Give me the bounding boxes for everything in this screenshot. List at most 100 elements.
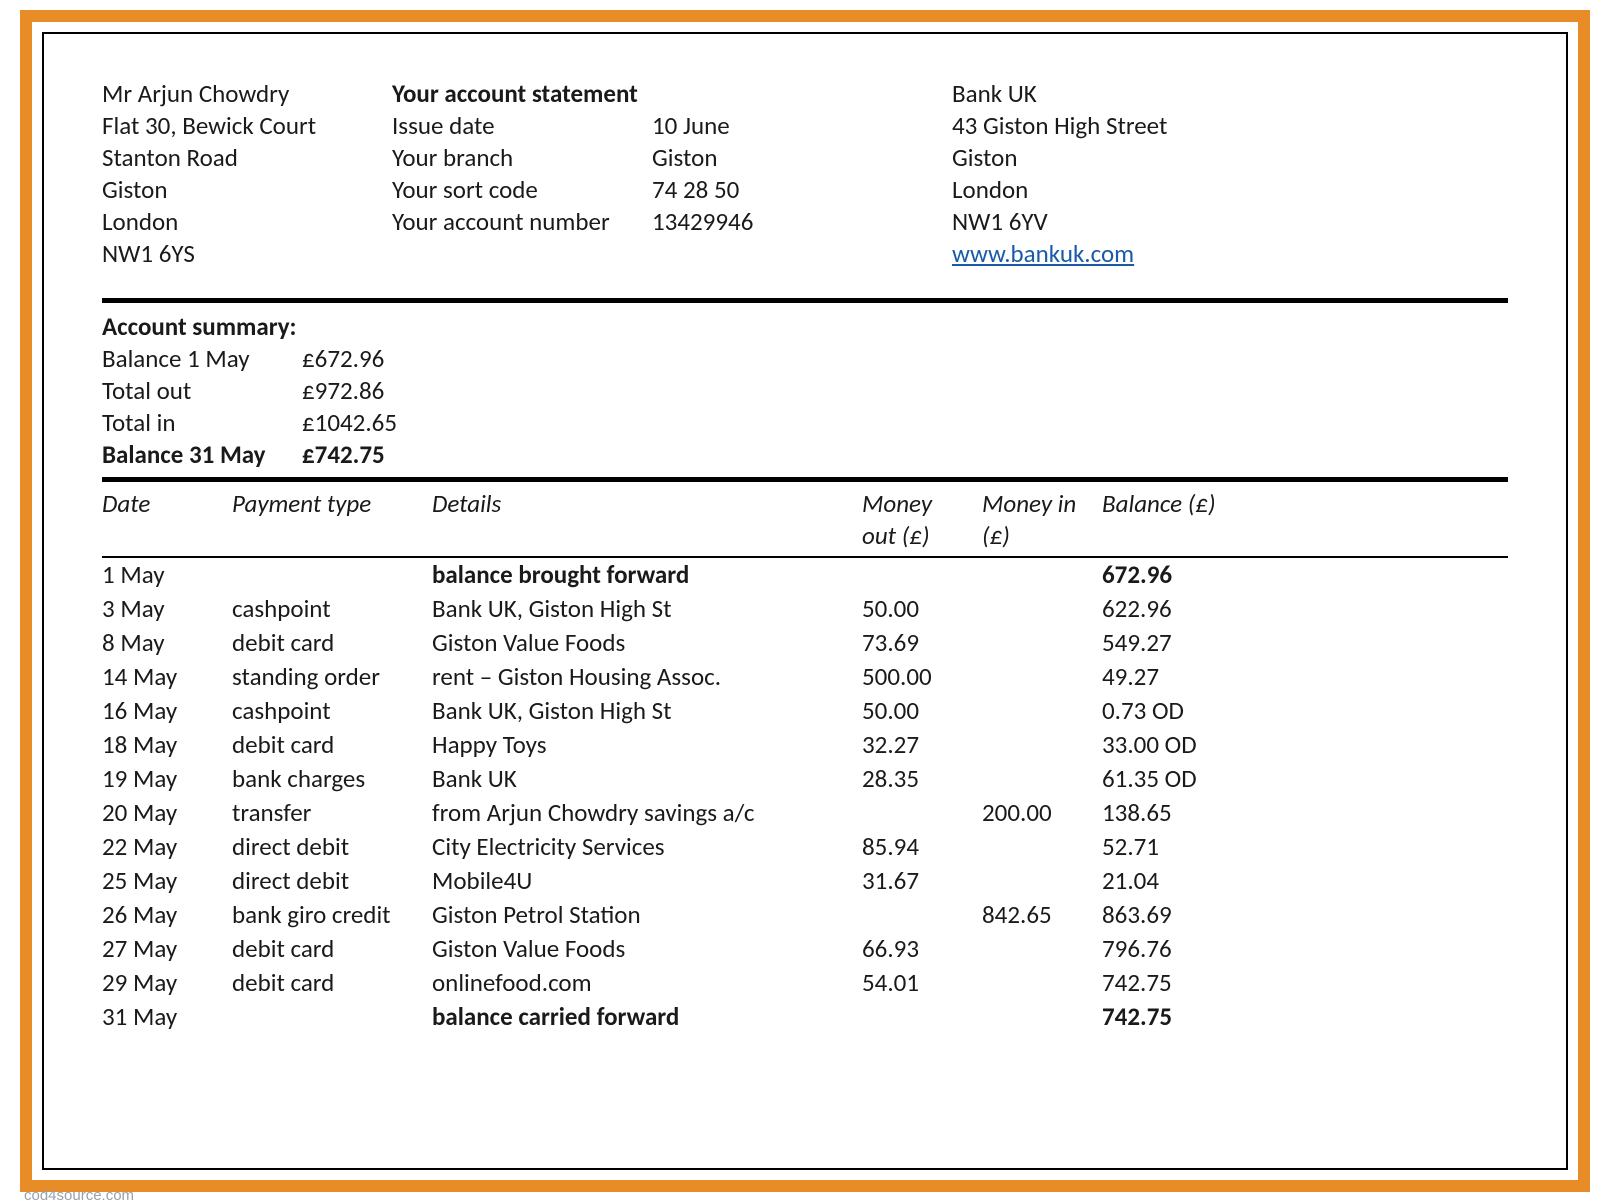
- transaction-row: 16 MaycashpointBank UK, Giston High St50…: [102, 694, 1508, 728]
- tx-date: 3 May: [102, 593, 232, 625]
- tx-balance: 672.96: [1102, 559, 1508, 591]
- tx-date: 8 May: [102, 627, 232, 659]
- account-info-value: 13429946: [652, 206, 753, 238]
- bank-address: Bank UK 43 Giston High Street Giston Lon…: [952, 78, 1508, 270]
- tx-date: 16 May: [102, 695, 232, 727]
- tx-money-in: [982, 967, 1102, 999]
- summary-label: Balance 1 May: [102, 343, 302, 375]
- tx-payment-type: debit card: [232, 729, 432, 761]
- tx-money-in: 842.65: [982, 899, 1102, 931]
- tx-money-in: 200.00: [982, 797, 1102, 829]
- tx-date: 27 May: [102, 933, 232, 965]
- tx-balance: 796.76: [1102, 933, 1508, 965]
- tx-date: 26 May: [102, 899, 232, 931]
- tx-payment-type: [232, 1001, 432, 1033]
- tx-details: balance brought forward: [432, 559, 862, 591]
- tx-date: 19 May: [102, 763, 232, 795]
- customer-address-line1: Flat 30, Bewick Court: [102, 110, 392, 142]
- tx-details: balance carried forward: [432, 1001, 862, 1033]
- tx-details: Bank UK, Giston High St: [432, 695, 862, 727]
- tx-money-out: 28.35: [862, 763, 962, 795]
- summary-value: £672.96: [302, 343, 384, 375]
- tx-details: Bank UK, Giston High St: [432, 593, 862, 625]
- tx-money-out: 85.94: [862, 831, 962, 863]
- tx-money-out: 31.67: [862, 865, 962, 897]
- account-info-row: Your sort code74 28 50: [392, 174, 952, 206]
- tx-payment-type: [232, 559, 432, 591]
- tx-payment-type: cashpoint: [232, 695, 432, 727]
- summary-row: Total in£1042.65: [102, 407, 1508, 439]
- tx-payment-type: standing order: [232, 661, 432, 693]
- tx-money-out: 73.69: [862, 627, 962, 659]
- summary-row: Balance 31 May£742.75: [102, 439, 1508, 471]
- tx-balance: 33.00 OD: [1102, 729, 1508, 761]
- tx-payment-type: direct debit: [232, 831, 432, 863]
- col-header-balance: Balance (£): [1102, 488, 1508, 520]
- tx-money-out: 54.01: [862, 967, 962, 999]
- tx-balance: 0.73 OD: [1102, 695, 1508, 727]
- customer-name: Mr Arjun Chowdry: [102, 78, 392, 110]
- account-info-label: Your sort code: [392, 174, 652, 206]
- tx-payment-type: direct debit: [232, 865, 432, 897]
- tx-date: 22 May: [102, 831, 232, 863]
- account-info-row: Your account number13429946: [392, 206, 952, 238]
- tx-balance: 21.04: [1102, 865, 1508, 897]
- tx-payment-type: bank giro credit: [232, 899, 432, 931]
- tx-money-out: [862, 899, 962, 931]
- statement-document: Mr Arjun Chowdry Flat 30, Bewick Court S…: [42, 32, 1568, 1170]
- bank-region: London: [952, 174, 1508, 206]
- tx-balance: 742.75: [1102, 967, 1508, 999]
- tx-money-in: [982, 1001, 1102, 1033]
- col-header-details: Details: [432, 488, 862, 520]
- account-info-row: Issue date10 June: [392, 110, 952, 142]
- transaction-row: 26 Maybank giro creditGiston Petrol Stat…: [102, 898, 1508, 932]
- customer-postcode: NW1 6YS: [102, 238, 392, 270]
- tx-money-out: 32.27: [862, 729, 962, 761]
- tx-money-in: [982, 729, 1102, 761]
- account-info-value: 74 28 50: [652, 174, 739, 206]
- account-info-value: 10 June: [652, 110, 730, 142]
- tx-money-in: [982, 661, 1102, 693]
- summary-row: Balance 1 May£672.96: [102, 343, 1508, 375]
- tx-payment-type: debit card: [232, 933, 432, 965]
- transaction-row: 20 Maytransferfrom Arjun Chowdry savings…: [102, 796, 1508, 830]
- bank-website-link[interactable]: www.bankuk.com: [952, 238, 1134, 269]
- tx-payment-type: transfer: [232, 797, 432, 829]
- tx-money-out: [862, 559, 962, 591]
- bank-address-line1: 43 Giston High Street: [952, 110, 1508, 142]
- tx-details: onlinefood.com: [432, 967, 862, 999]
- col-header-payment-type: Payment type: [232, 488, 432, 520]
- tx-money-in: [982, 695, 1102, 727]
- bank-city: Giston: [952, 142, 1508, 174]
- col-header-money-out: Money out (£): [862, 488, 962, 552]
- tx-balance: 863.69: [1102, 899, 1508, 931]
- transaction-row: 8 Maydebit cardGiston Value Foods73.6954…: [102, 626, 1508, 660]
- customer-address: Mr Arjun Chowdry Flat 30, Bewick Court S…: [102, 78, 392, 270]
- tx-money-in: [982, 933, 1102, 965]
- tx-date: 20 May: [102, 797, 232, 829]
- summary-label: Total out: [102, 375, 302, 407]
- watermark-text: cod4source.com: [24, 1187, 134, 1204]
- col-header-money-in: Money in (£): [982, 488, 1102, 552]
- account-info-label: Your account number: [392, 206, 652, 238]
- tx-money-out: 50.00: [862, 695, 962, 727]
- tx-money-out: [862, 1001, 962, 1033]
- tx-details: Mobile4U: [432, 865, 862, 897]
- summary-value: £1042.65: [302, 407, 397, 439]
- tx-details: Giston Value Foods: [432, 933, 862, 965]
- tx-details: Giston Value Foods: [432, 627, 862, 659]
- tx-money-out: [862, 797, 962, 829]
- account-info-label: Issue date: [392, 110, 652, 142]
- summary-label: Balance 31 May: [102, 439, 302, 471]
- outer-frame: Mr Arjun Chowdry Flat 30, Bewick Court S…: [20, 10, 1590, 1192]
- tx-money-in: [982, 593, 1102, 625]
- tx-money-out: 66.93: [862, 933, 962, 965]
- tx-balance: 61.35 OD: [1102, 763, 1508, 795]
- tx-details: from Arjun Chowdry savings a/c: [432, 797, 862, 829]
- transactions-header: Date Payment type Details Money out (£) …: [102, 482, 1508, 556]
- transaction-row: 19 Maybank chargesBank UK28.3561.35 OD: [102, 762, 1508, 796]
- transaction-row: 31 Maybalance carried forward742.75: [102, 1000, 1508, 1034]
- tx-balance: 742.75: [1102, 1001, 1508, 1033]
- tx-balance: 622.96: [1102, 593, 1508, 625]
- tx-details: rent – Giston Housing Assoc.: [432, 661, 862, 693]
